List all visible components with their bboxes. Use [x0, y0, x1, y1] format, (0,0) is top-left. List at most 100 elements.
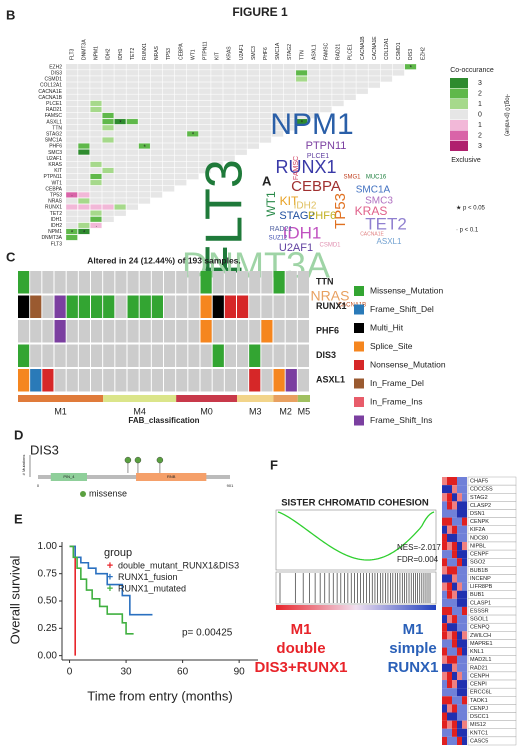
gsea-cell	[462, 533, 467, 542]
gsea-cell	[447, 477, 452, 486]
gsea-cell	[462, 728, 467, 737]
heatmap-bg	[126, 143, 138, 149]
heatmap-bg	[187, 88, 199, 94]
heatmap-bg	[90, 70, 102, 76]
heatmap-bg	[235, 125, 247, 131]
gsea-cell	[447, 590, 452, 599]
heatmap-bg	[150, 155, 163, 161]
gsea-cell	[462, 696, 467, 705]
heatmap-bg	[271, 106, 284, 113]
onco-cell	[261, 320, 273, 343]
onco-bg	[127, 271, 139, 294]
onco-cell	[18, 295, 30, 318]
fab-segment	[237, 395, 274, 402]
heatmap-bg	[235, 106, 247, 113]
cloud-word: STAG2	[279, 210, 314, 222]
gsea-gene: DSN1	[470, 511, 485, 517]
onco-bg	[188, 369, 200, 392]
legend-axis: -log10 (p-value)	[503, 94, 509, 136]
heatmap-bg	[66, 94, 78, 100]
heatmap-bg	[102, 94, 114, 100]
group-left: M1	[291, 621, 312, 638]
gsea-cell	[447, 623, 452, 632]
heatmap-bg	[150, 149, 163, 155]
heatmap-bg	[78, 100, 90, 107]
heatmap-bg	[223, 88, 235, 94]
y-tick-label: 0.00	[38, 650, 58, 661]
onco-bg	[285, 271, 297, 294]
onco-bg	[164, 369, 176, 392]
onco-bg	[285, 320, 297, 343]
heatmap-bg	[259, 131, 272, 137]
fab-label: M3	[249, 406, 262, 416]
gsea-cell	[457, 712, 462, 721]
heatmap-bg	[223, 118, 235, 125]
heatmap-bg	[174, 131, 187, 137]
gsea-cell	[457, 493, 462, 502]
heatmap-bg	[235, 149, 247, 155]
heatmap-bg	[283, 125, 296, 131]
gsea-cell	[447, 728, 452, 737]
heatmap-bg	[138, 155, 151, 161]
onco-legend-label: Frame_Shift_Ins	[370, 415, 432, 425]
row-label: SMC1A	[45, 138, 63, 144]
heatmap-bg	[235, 100, 247, 107]
row-label: RAD21	[46, 107, 62, 113]
col-label: SMC3	[251, 46, 257, 60]
heatmap-bg	[90, 76, 102, 82]
onco-bg	[115, 320, 127, 343]
onco-bg	[212, 320, 224, 343]
onco-legend-label: Multi_Hit	[370, 322, 404, 332]
heatmap-cell	[65, 234, 78, 241]
heatmap-cell	[295, 69, 308, 76]
gsea-cell	[457, 582, 462, 591]
gsea-cell	[462, 639, 467, 648]
heatmap-bg	[174, 167, 187, 174]
heatmap-bg	[223, 131, 235, 137]
gsea-gene: LIFR8PB	[470, 584, 493, 590]
legend-swatch	[450, 78, 468, 88]
onco-legend-label: Missense_Mutation	[370, 285, 444, 295]
heatmap-bg	[138, 186, 151, 192]
heatmap-bg	[162, 173, 175, 180]
panel-label: D	[14, 427, 23, 442]
gsea-cell	[462, 485, 467, 494]
gsea-cell	[452, 647, 457, 656]
onco-bg	[224, 271, 236, 294]
heatmap-bg	[295, 94, 308, 100]
gsea-cell	[452, 639, 457, 648]
gsea-cell	[442, 517, 447, 526]
heatmap-bg	[174, 173, 187, 180]
cloud-word: IDH2	[294, 201, 317, 212]
heatmap-bg	[138, 137, 151, 143]
gsea-cell	[442, 720, 447, 729]
heatmap-bg	[223, 137, 235, 143]
gsea-cell	[442, 485, 447, 494]
gsea-cell	[462, 517, 467, 526]
gsea-gene: ZWILCH	[470, 633, 491, 639]
gsea-cell	[447, 550, 452, 559]
heatmap-bg	[344, 88, 356, 94]
heatmap-cell	[77, 191, 90, 198]
heatmap-bg	[247, 106, 259, 113]
heatmap-bg	[102, 149, 114, 155]
onco-cell	[249, 344, 261, 367]
heatmap-bg	[332, 88, 344, 94]
gsea-cell	[447, 688, 452, 697]
heatmap-cell	[77, 222, 90, 229]
sig-legend: · p < 0.1	[456, 228, 479, 234]
heatmap-bg	[150, 82, 163, 88]
heatmap-cell	[102, 124, 114, 131]
heatmap-bg	[259, 112, 272, 119]
onco-bg	[91, 271, 103, 294]
col-label: RAD21	[336, 44, 342, 60]
gsea-cell	[452, 663, 457, 672]
legend-label: RUNX1_fusion	[118, 572, 178, 582]
heatmap-bg	[66, 137, 78, 143]
heatmap-bg	[78, 82, 90, 88]
heatmap-bg	[199, 70, 211, 76]
heatmap-bg	[235, 88, 247, 94]
p-value: p= 0.00425	[182, 628, 233, 639]
heatmap-bg	[187, 100, 199, 107]
heatmap-cell	[77, 143, 90, 149]
